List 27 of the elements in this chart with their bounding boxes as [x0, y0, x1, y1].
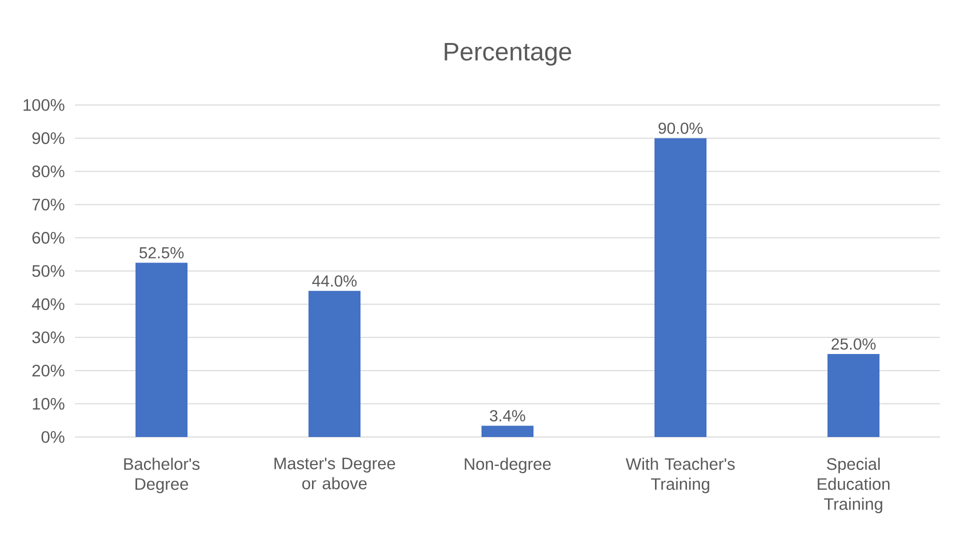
y-tick-label: 40%: [32, 298, 64, 310]
bar: [482, 426, 534, 437]
data-label: 3.4%: [490, 410, 526, 422]
y-tick-label: 100%: [24, 99, 64, 111]
bar: [136, 262, 188, 437]
y-tick-label: 80%: [32, 166, 64, 178]
x-tick-label: Special Education Training: [818, 458, 890, 514]
y-tick-label: 50%: [32, 265, 64, 277]
data-label: 44.0%: [312, 275, 357, 287]
bar: [308, 290, 361, 437]
chart-title: Percentage: [444, 42, 572, 66]
x-tick-label: Bachelor's Degree: [124, 458, 200, 494]
y-tick-label: 0%: [42, 431, 64, 443]
bar: [827, 354, 880, 437]
y-tick-label: 30%: [32, 332, 64, 344]
data-label: 25.0%: [832, 338, 876, 350]
y-tick-label: 90%: [32, 132, 64, 144]
y-tick-label: 20%: [32, 364, 64, 376]
y-tick-label: 10%: [32, 398, 64, 410]
x-tick-label: Non-degree: [464, 458, 551, 474]
data-label: 90.0%: [658, 122, 703, 134]
x-tick-label: Master's Degree or above: [274, 458, 396, 490]
x-tick-label: With Teacher's Training: [626, 458, 735, 494]
data-label: 52.5%: [139, 247, 184, 258]
y-tick-label: 70%: [32, 198, 64, 210]
y-tick-label: 60%: [32, 232, 64, 244]
bar: [654, 138, 706, 437]
